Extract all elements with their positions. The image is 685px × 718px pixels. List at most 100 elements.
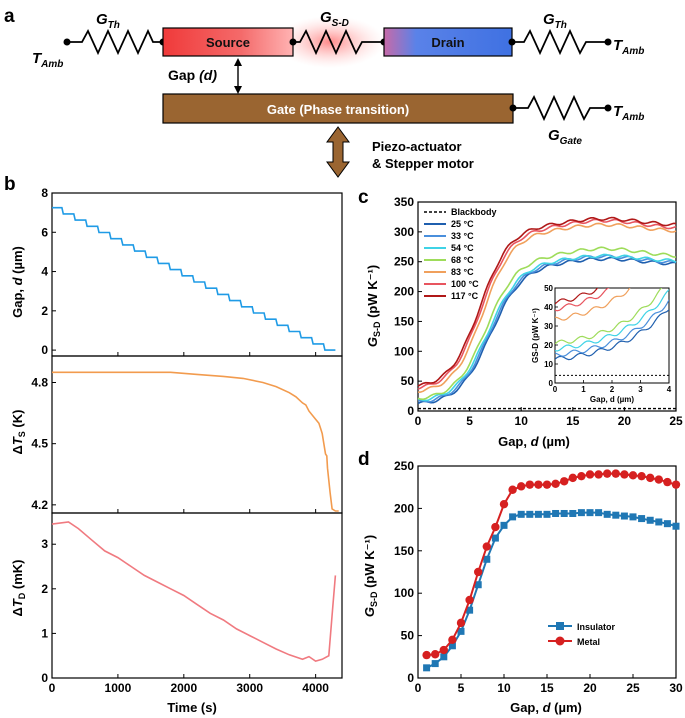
d-point-insulator <box>655 518 663 526</box>
d-point-metal <box>491 522 500 532</box>
c-inset-xtick-label: 2 <box>610 385 615 394</box>
d-point-metal <box>585 470 595 479</box>
b-top-gap-line <box>52 206 336 351</box>
b-top-ytick-label: 4 <box>41 265 48 279</box>
b-mid-dts-line <box>52 371 339 512</box>
d-frame <box>417 465 677 679</box>
d-point-metal <box>551 479 560 489</box>
c-ytick-label: 200 <box>394 285 414 299</box>
d-point-insulator <box>620 512 628 520</box>
actuator-line1: Piezo-actuator <box>372 139 462 154</box>
c-xtick-label: 0 <box>415 414 422 428</box>
t-amb-gate: TAmb <box>613 103 644 123</box>
d-point-insulator <box>646 516 654 524</box>
d-point-insulator <box>534 510 542 518</box>
c-series-line <box>417 218 677 390</box>
d-point-insulator <box>638 515 646 523</box>
d-point-insulator <box>466 606 474 614</box>
b-bot-xtick-label: 4000 <box>302 681 329 695</box>
panel-label-a: a <box>4 6 15 27</box>
c-legend-label: 68 °C <box>451 255 474 265</box>
d-legend-label: Metal <box>577 637 600 647</box>
resistor-g-th-left <box>67 28 163 56</box>
panel-label-c: c <box>358 187 369 208</box>
d-point-insulator <box>500 521 508 529</box>
c-ytick-label: 300 <box>394 225 414 239</box>
d-point-metal <box>671 480 681 489</box>
d-legend-label: Insulator <box>577 622 616 632</box>
d-point-insulator <box>612 511 620 519</box>
c-series-line <box>417 253 677 402</box>
source-block <box>162 27 294 57</box>
d-point-insulator <box>483 555 491 563</box>
d-point-metal <box>456 618 466 628</box>
b-top-ytick-label: 8 <box>41 186 48 200</box>
b-bot-xtick-label: 3000 <box>236 681 263 695</box>
c-inset-xtick-label: 3 <box>638 385 643 394</box>
d-xtick-label: 15 <box>540 681 554 695</box>
resistor-g-gate <box>513 94 608 122</box>
b-top-ytick-label: 0 <box>41 343 48 357</box>
g-th-left-label: GTh <box>96 11 120 31</box>
d-point-insulator <box>474 581 482 589</box>
d-point-metal <box>620 470 629 479</box>
d-ytick-label: 100 <box>394 586 414 600</box>
c-inset-series-line <box>555 309 669 361</box>
c-inset-ytick-label: 30 <box>544 322 553 331</box>
b-bot-dtd-line <box>51 521 337 662</box>
d-point-metal <box>637 471 646 481</box>
c-inset-xlabel: Gap, d (µm) <box>590 395 635 404</box>
b-top-ylabel: Gap, d (µm) <box>10 246 25 318</box>
c-ytick-label: 350 <box>394 195 414 209</box>
d-point-insulator <box>543 510 551 518</box>
c-xlabel: Gap, d (µm) <box>498 434 570 449</box>
d-point-insulator <box>526 510 534 518</box>
c-legend-label: 83 °C <box>451 267 474 277</box>
d-ytick-label: 150 <box>394 544 414 558</box>
d-xtick-label: 0 <box>415 681 422 695</box>
d-point-insulator <box>603 510 611 518</box>
d-point-metal <box>448 635 457 645</box>
d-point-insulator <box>560 509 568 517</box>
d-xtick-label: 25 <box>626 681 640 695</box>
c-inset-xtick-label: 1 <box>581 385 586 394</box>
c-ytick-label: 150 <box>394 314 414 328</box>
d-legend-marker <box>556 622 564 630</box>
c-xtick-label: 15 <box>566 414 580 428</box>
d-point-metal <box>499 499 509 509</box>
c-series-line <box>417 246 677 401</box>
panel-label-b: b <box>4 174 16 195</box>
c-inset-series-line <box>555 288 631 321</box>
d-point-insulator <box>517 510 525 518</box>
c-legend-label: Blackbody <box>451 207 497 217</box>
resistor-g-sd <box>293 28 384 56</box>
d-ylabel: GS-D (pW K⁻¹) <box>362 535 379 617</box>
b-mid-ytick-label: 4.2 <box>31 498 48 512</box>
d-point-metal <box>568 473 577 483</box>
c-series-line <box>417 216 676 387</box>
double-arrow-icon <box>326 126 350 178</box>
b-bot-xtick-label: 2000 <box>170 681 197 695</box>
c-inset-ytick-label: 50 <box>544 284 553 293</box>
c-ytick-label: 100 <box>394 344 414 358</box>
b-bot-ytick-label: 2 <box>41 582 48 596</box>
c-legend-label: 33 °C <box>451 231 474 241</box>
source-label: Source <box>206 35 250 50</box>
d-point-metal <box>517 482 526 491</box>
arrowhead-icon <box>234 58 242 66</box>
d-point-metal <box>611 469 620 478</box>
b-bot-ytick-label: 3 <box>41 537 48 551</box>
d-point-metal <box>439 645 448 655</box>
d-ytick-label: 50 <box>401 629 415 643</box>
terminal-dot <box>604 104 612 112</box>
d-point-insulator <box>509 513 517 521</box>
d-point-metal <box>577 471 586 481</box>
d-point-metal <box>560 477 569 486</box>
c-inset-ytick-label: 0 <box>549 379 554 388</box>
d-point-metal <box>603 469 612 478</box>
d-point-insulator <box>629 513 637 521</box>
b-bot-ytick-label: 1 <box>41 626 48 640</box>
c-inset-xtick-label: 0 <box>553 385 558 394</box>
